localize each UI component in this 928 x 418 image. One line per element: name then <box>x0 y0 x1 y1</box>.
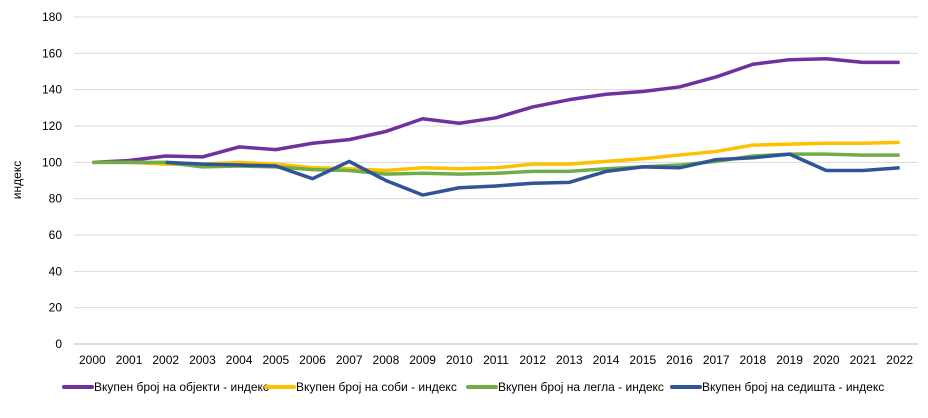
x-tick-label: 2017 <box>703 353 730 367</box>
x-tick-label: 2018 <box>740 353 767 367</box>
y-tick-label: 0 <box>55 337 62 351</box>
x-tick-label: 2014 <box>593 353 620 367</box>
y-tick-label: 60 <box>49 228 63 242</box>
x-tick-label: 2019 <box>776 353 803 367</box>
x-tick-label: 2008 <box>373 353 400 367</box>
x-tick-label: 2001 <box>116 353 143 367</box>
y-tick-label: 80 <box>49 192 63 206</box>
x-tick-label: 2015 <box>629 353 656 367</box>
legend-label: Вкупен број на седишта - индекс <box>702 380 884 394</box>
x-tick-label: 2005 <box>262 353 289 367</box>
legend-item: Вкупен број на соби - индекс <box>264 380 457 394</box>
series-line-0 <box>92 57 900 165</box>
x-tick-label: 2002 <box>152 353 179 367</box>
y-tick-label: 40 <box>49 264 63 278</box>
y-tick-label: 160 <box>42 46 62 60</box>
x-tick-label: 2003 <box>189 353 216 367</box>
legend-label: Вкупен број на легла - индекс <box>498 380 664 394</box>
x-tick-label: 2016 <box>666 353 693 367</box>
y-tick-label: 140 <box>42 83 62 97</box>
x-tick-label: 2011 <box>483 353 509 367</box>
legend-item: Вкупен број на објекти - индекс <box>62 380 269 394</box>
x-tick-label: 2020 <box>813 353 840 367</box>
x-tick-label: 2012 <box>519 353 546 367</box>
legend-label: Вкупен број на соби - индекс <box>296 380 457 394</box>
y-tick-label: 20 <box>49 301 63 315</box>
y-tick-label: 120 <box>42 119 62 133</box>
x-tick-label: 2009 <box>409 353 436 367</box>
series-line-1 <box>92 140 900 173</box>
legend-item: Вкупен број на легла - индекс <box>466 380 664 394</box>
x-tick-label: 2013 <box>556 353 583 367</box>
x-tick-label: 2021 <box>850 353 877 367</box>
x-tick-label: 2010 <box>446 353 473 367</box>
y-tick-label: 180 <box>42 10 62 24</box>
x-tick-label: 2006 <box>299 353 326 367</box>
x-tick-label: 2022 <box>886 353 913 367</box>
x-tick-label: 2000 <box>79 353 106 367</box>
series-line-3 <box>165 152 900 197</box>
legend-item: Вкупен број на седишта - индекс <box>670 380 884 394</box>
y-axis-label: индекс <box>10 161 24 199</box>
legend-label: Вкупен број на објекти - индекс <box>94 380 269 394</box>
x-tick-label: 2007 <box>336 353 363 367</box>
y-tick-label: 100 <box>42 155 62 169</box>
x-tick-label: 2004 <box>226 353 253 367</box>
